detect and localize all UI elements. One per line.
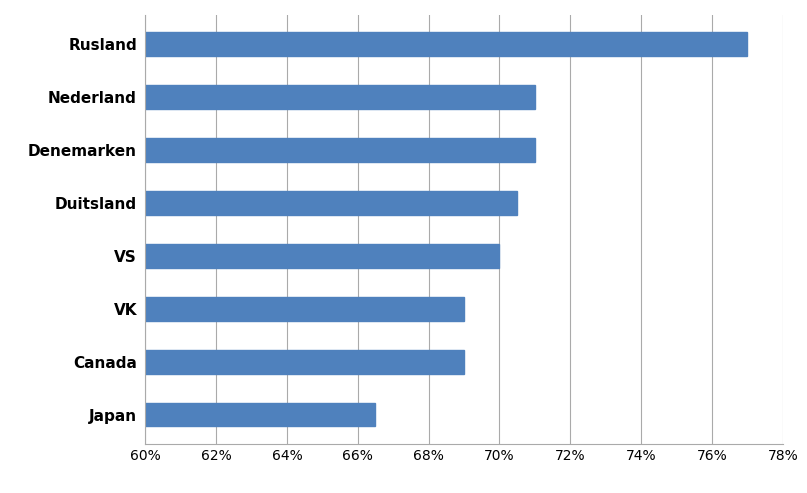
Bar <box>145 350 464 374</box>
Bar <box>145 297 464 320</box>
Bar <box>145 138 535 162</box>
Bar <box>145 85 535 109</box>
Bar <box>145 403 375 426</box>
Bar <box>145 244 500 268</box>
Bar <box>145 191 517 214</box>
Bar <box>145 32 747 56</box>
